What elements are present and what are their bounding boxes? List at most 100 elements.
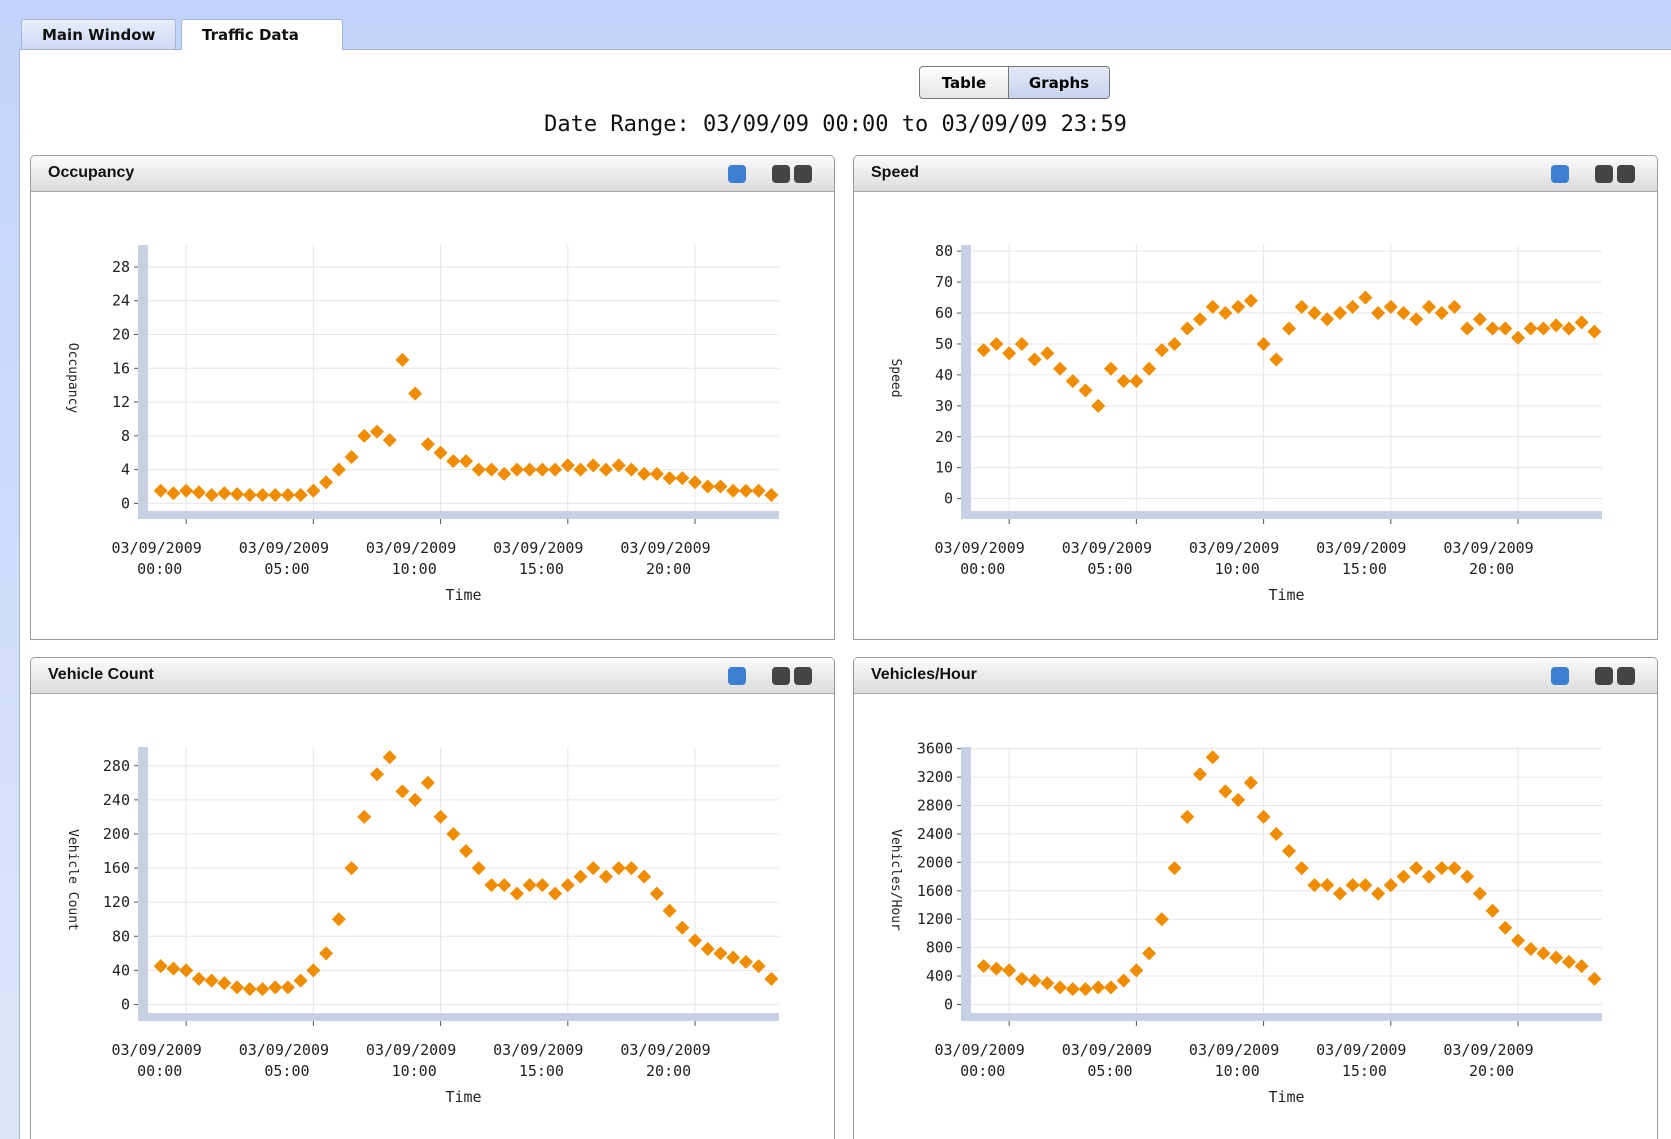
y-tick-label: 1600 xyxy=(917,882,953,900)
point xyxy=(433,445,448,460)
save-icon[interactable] xyxy=(728,667,746,685)
point xyxy=(1371,886,1386,901)
x-axis-title: Time xyxy=(445,1088,481,1106)
point xyxy=(560,458,575,473)
point xyxy=(1358,290,1373,305)
y-axis-strip xyxy=(138,747,148,1021)
point xyxy=(1409,861,1424,876)
chart-panel: Vehicle Count 0 40 80 120 160 200 240 280 03/09/2… xyxy=(30,657,835,1139)
point xyxy=(1040,976,1055,991)
y-tick-label: 400 xyxy=(926,967,953,985)
point xyxy=(688,475,703,490)
chart-panel: Vehicles/Hour 0 400 800 1200 1600 2000 2400 2800… xyxy=(853,657,1658,1139)
y-tick-label: 3600 xyxy=(917,740,953,758)
maximize-icon[interactable] xyxy=(1617,165,1635,183)
point xyxy=(1065,982,1080,997)
point xyxy=(1243,775,1258,790)
point xyxy=(484,878,499,893)
point xyxy=(522,462,537,477)
point xyxy=(1320,312,1335,327)
point xyxy=(1320,878,1335,893)
point xyxy=(726,950,741,965)
point xyxy=(522,878,537,893)
point xyxy=(675,471,690,486)
panel-title: Vehicles/Hour xyxy=(871,666,977,683)
save-icon[interactable] xyxy=(1551,667,1569,685)
tab-main-window[interactable]: Main Window xyxy=(21,19,176,49)
point xyxy=(357,809,372,824)
x-axis-title: Time xyxy=(1268,1088,1304,1106)
table-button[interactable]: Table xyxy=(919,66,1009,99)
point xyxy=(268,980,283,995)
point xyxy=(1421,869,1436,884)
point xyxy=(1129,963,1144,978)
point xyxy=(344,449,359,464)
point xyxy=(713,946,728,961)
point xyxy=(1167,861,1182,876)
point xyxy=(1574,959,1589,974)
point xyxy=(1154,343,1169,358)
point xyxy=(1511,933,1526,948)
y-tick-label: 10 xyxy=(935,459,953,477)
minimize-icon[interactable] xyxy=(1595,165,1613,183)
point xyxy=(1332,886,1347,901)
point xyxy=(331,912,346,927)
point xyxy=(1460,321,1475,336)
graphs-button[interactable]: Graphs xyxy=(1008,66,1110,99)
point xyxy=(471,462,486,477)
save-icon[interactable] xyxy=(1551,165,1569,183)
point xyxy=(1078,982,1093,997)
point xyxy=(1460,869,1475,884)
point xyxy=(153,483,168,498)
y-axis-strip xyxy=(961,245,971,519)
point xyxy=(1294,299,1309,314)
point xyxy=(1307,878,1322,893)
maximize-icon[interactable] xyxy=(794,165,812,183)
y-axis-title: Speed xyxy=(888,358,903,397)
y-tick-label: 120 xyxy=(103,893,130,911)
y-tick-label: 12 xyxy=(112,393,130,411)
minimize-icon[interactable] xyxy=(1595,667,1613,685)
tab-traffic-data[interactable]: Traffic Data xyxy=(181,19,343,50)
point xyxy=(751,959,766,974)
point xyxy=(382,750,397,765)
x-tick-label: 03/09/2009 10:00 xyxy=(366,539,465,578)
minimize-icon[interactable] xyxy=(772,667,790,685)
point xyxy=(1472,886,1487,901)
point xyxy=(433,809,448,824)
y-tick-label: 50 xyxy=(935,335,953,353)
point xyxy=(1549,318,1564,333)
minimize-icon[interactable] xyxy=(772,165,790,183)
point xyxy=(1243,293,1258,308)
point xyxy=(611,861,626,876)
point xyxy=(1205,299,1220,314)
maximize-icon[interactable] xyxy=(794,667,812,685)
point xyxy=(1345,878,1360,893)
point xyxy=(989,336,1004,351)
point xyxy=(624,861,639,876)
panel-header: Speed xyxy=(854,156,1657,192)
point xyxy=(153,959,168,974)
point xyxy=(1269,352,1284,367)
panel-header: Vehicles/Hour xyxy=(854,658,1657,694)
point xyxy=(637,869,652,884)
point xyxy=(649,886,664,901)
y-tick-label: 0 xyxy=(944,490,953,508)
save-icon[interactable] xyxy=(728,165,746,183)
maximize-icon[interactable] xyxy=(1617,667,1635,685)
y-tick-label: 2000 xyxy=(917,853,953,871)
point xyxy=(1383,299,1398,314)
point xyxy=(662,471,677,486)
point xyxy=(989,961,1004,976)
chart: 0 10 20 30 40 50 60 70 80 03/09/2009 00:00 03/09/2… xyxy=(888,242,1602,604)
point xyxy=(395,784,410,799)
point xyxy=(306,963,321,978)
point xyxy=(649,466,664,481)
point xyxy=(1142,361,1157,376)
point xyxy=(408,792,423,807)
x-axis-strip xyxy=(138,511,779,519)
point xyxy=(1345,299,1360,314)
point xyxy=(1065,374,1080,389)
y-tick-label: 200 xyxy=(103,825,130,843)
point xyxy=(1485,321,1500,336)
